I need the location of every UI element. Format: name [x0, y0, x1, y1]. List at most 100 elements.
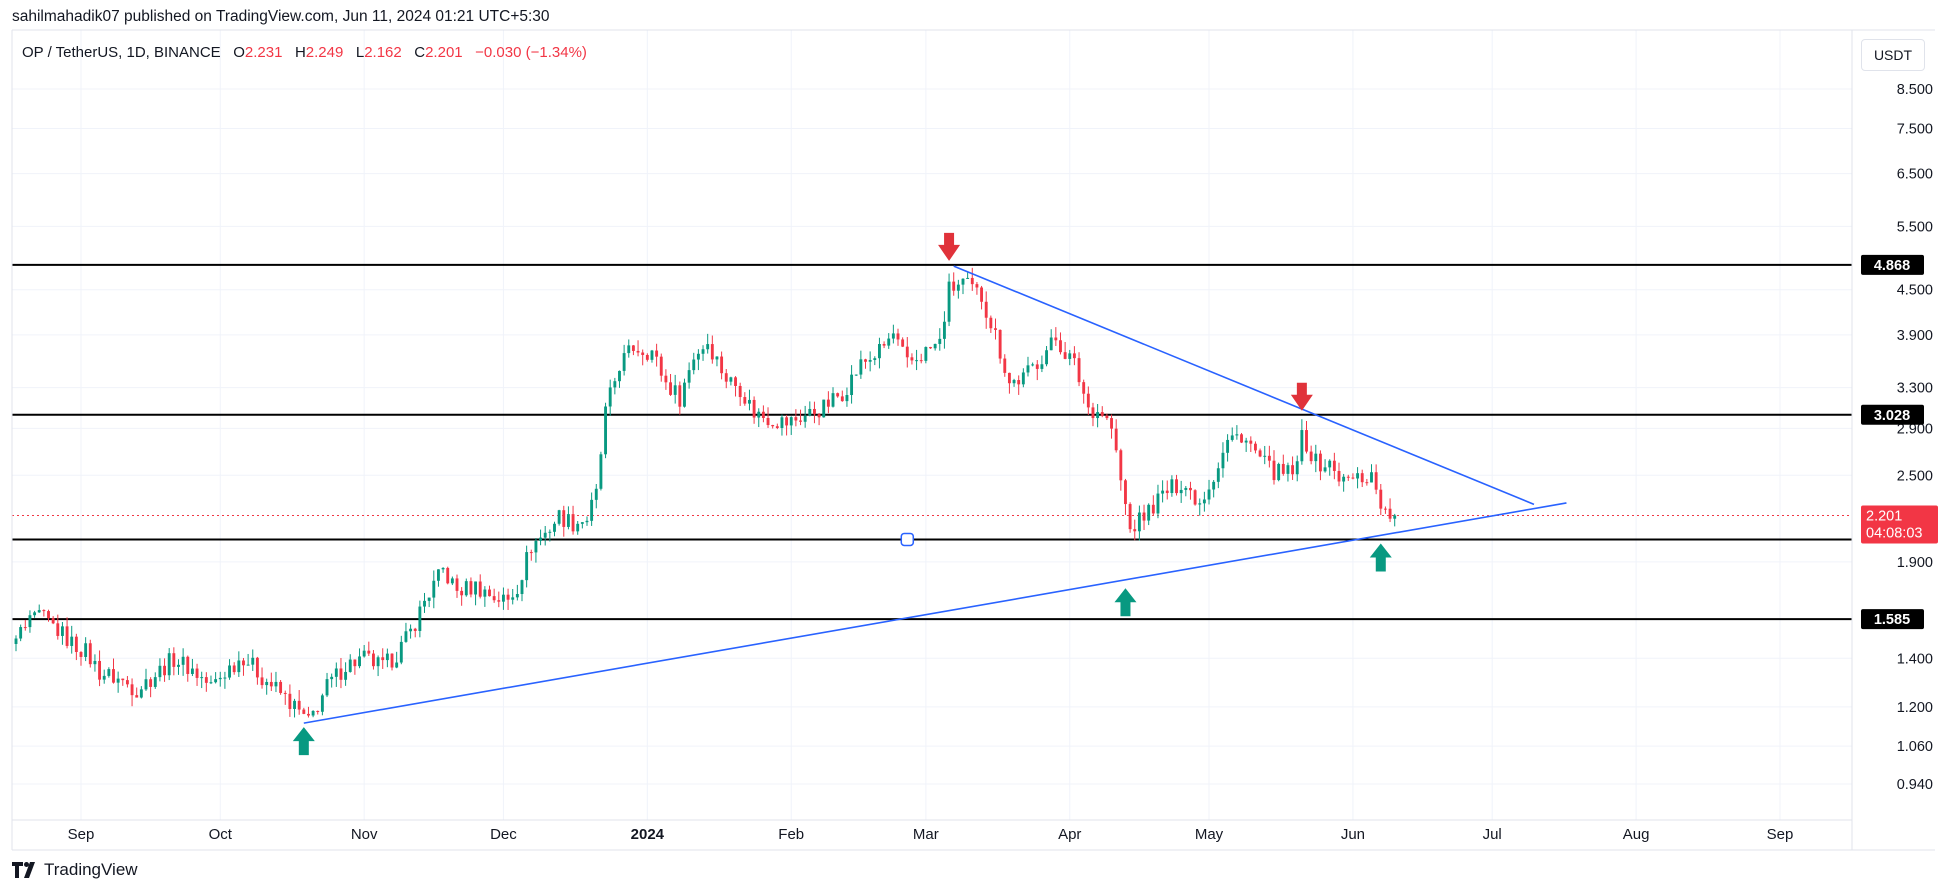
candle-body [339, 668, 343, 680]
candle-body [655, 350, 659, 357]
candle-body [599, 454, 603, 489]
trendline[interactable] [303, 502, 1567, 724]
candle-body [204, 677, 208, 683]
candle-body [896, 333, 900, 340]
close-value: 2.201 [425, 44, 463, 61]
candle-body [766, 418, 770, 426]
candle-body [107, 669, 111, 676]
candle-body [566, 514, 570, 527]
candle-body [1151, 504, 1155, 514]
candle-body [1286, 465, 1290, 474]
candle-body [362, 650, 366, 657]
candle-body [1054, 337, 1058, 341]
candle-body [334, 668, 338, 677]
symbol-name[interactable]: OP / TetherUS, 1D, BINANCE [22, 44, 221, 61]
candle-body [135, 695, 139, 698]
candle-body [1221, 452, 1225, 469]
candle-body [501, 594, 505, 602]
currency-button[interactable]: USDT [1861, 39, 1925, 71]
trendline[interactable] [953, 265, 1535, 506]
candle-body [1332, 460, 1336, 471]
candle-body [720, 356, 724, 374]
candle-body [836, 393, 840, 397]
candle-body [200, 677, 204, 679]
tradingview-logo[interactable]: TradingView [12, 860, 138, 880]
candle-body [1198, 503, 1202, 505]
candle-body [743, 397, 747, 404]
level-badge [1861, 254, 1924, 275]
candle-body [1346, 476, 1350, 478]
y-tick-label: 6.500 [1897, 167, 1933, 183]
candle-body [813, 408, 816, 415]
candle-body [1012, 380, 1016, 384]
x-tick-label: 2024 [631, 826, 665, 843]
candle-body [330, 676, 334, 680]
candle-body [232, 665, 236, 673]
candle-body [1291, 465, 1295, 475]
candle-body [799, 420, 802, 422]
candle-body [1342, 476, 1346, 482]
candle-body [803, 415, 807, 422]
x-tick-label: Aug [1623, 826, 1650, 843]
candle-body [316, 710, 320, 712]
candle-body [1049, 337, 1053, 351]
candle-body [924, 347, 928, 361]
candle-body [469, 581, 473, 595]
candle-body [1133, 529, 1137, 532]
candle-body [618, 370, 621, 382]
y-tick-label: 4.500 [1897, 283, 1933, 299]
level-badge-label: 4.868 [1874, 258, 1910, 274]
candle-body [348, 659, 352, 672]
candle-body [116, 678, 120, 683]
candle-body [613, 381, 617, 388]
trendlines[interactable] [303, 265, 1567, 724]
x-axis[interactable]: Sep Oct Nov Dec 2024 Feb Mar Apr May Jun Jul Aug Sep [68, 826, 1794, 843]
candle-body [1216, 468, 1220, 482]
candle-body [474, 581, 478, 595]
candle-body [121, 678, 125, 681]
x-tick-label: Apr [1058, 826, 1081, 843]
candle-body [93, 660, 97, 665]
candle-body [125, 680, 129, 685]
candle-body [1068, 353, 1072, 359]
candle-body [47, 611, 50, 619]
low-value: 2.162 [364, 44, 402, 61]
candle-body [102, 675, 106, 680]
candle-body [1393, 515, 1397, 519]
candle-body [822, 399, 826, 418]
candle-body [190, 668, 194, 674]
publisher-line: sahilmahadik07 published on TradingView.… [12, 8, 550, 25]
level-badge [1861, 609, 1924, 630]
candle-body [98, 660, 102, 680]
candle-body [845, 395, 849, 402]
candle-body [1040, 364, 1044, 369]
candle-body [464, 581, 468, 596]
candle-body [1379, 489, 1383, 509]
candle-body [404, 631, 408, 642]
drawing-handle[interactable] [900, 532, 915, 547]
candle-body [177, 664, 180, 667]
x-tick-label: Mar [913, 826, 939, 843]
level-badge [1861, 404, 1924, 425]
candle-body [1021, 372, 1025, 385]
candle-body [1244, 440, 1248, 443]
candle-body [539, 537, 543, 541]
candle-body [887, 338, 891, 346]
candle-body [580, 522, 584, 524]
candle-body [748, 399, 751, 404]
candle-body [929, 347, 932, 349]
candle-body [604, 406, 607, 455]
candle-body [1249, 440, 1253, 444]
candle-body [1258, 450, 1262, 457]
candle-body [1254, 443, 1257, 451]
candle-body [427, 597, 431, 601]
x-tick-label: Feb [778, 826, 804, 843]
candle-body [320, 695, 324, 712]
candle-body [608, 387, 612, 407]
candle-body [1128, 504, 1132, 530]
candle-body [65, 626, 69, 646]
candle-body [1007, 372, 1011, 384]
y-axis[interactable]: 8.500 7.500 6.500 5.500 4.500 3.900 3.300 2.900… [1897, 82, 1933, 793]
candle-body [344, 671, 348, 680]
